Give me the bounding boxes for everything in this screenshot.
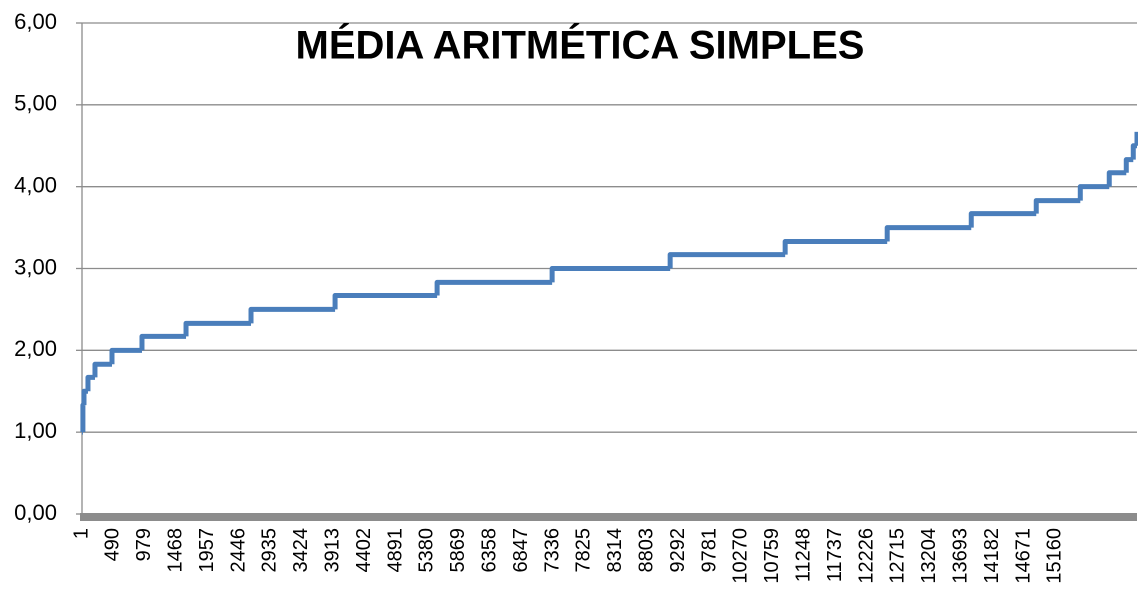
x-tick-label: 5380 [416, 528, 438, 573]
line-step [92, 361, 112, 378]
x-tick-label: 8803 [636, 528, 658, 573]
y-tick-label: 3,00 [14, 254, 57, 279]
x-tick-label: 4402 [353, 528, 375, 573]
x-tick-label: 10270 [730, 528, 752, 584]
x-tick-label: 3913 [321, 528, 343, 573]
y-tick-label: 6,00 [14, 9, 57, 34]
x-tick-label: 14182 [981, 528, 1003, 584]
line-step [434, 279, 553, 296]
x-tick-label: 979 [133, 528, 155, 561]
line-step [332, 293, 438, 310]
x-tick-label: 490 [102, 528, 124, 561]
x-tick-label: 9292 [667, 528, 689, 573]
plot-area [80, 131, 1138, 435]
line-step [884, 225, 972, 242]
line-step [667, 252, 786, 269]
x-tick-label: 11737 [824, 528, 846, 582]
y-tick-label: 4,00 [14, 172, 57, 197]
x-tick-label: 12226 [855, 528, 877, 584]
x-tick-label: 3424 [290, 528, 312, 573]
y-tick-label: 5,00 [14, 91, 57, 116]
y-tick-label: 0,00 [14, 500, 57, 525]
line-step [109, 347, 142, 365]
line-step [1033, 198, 1081, 214]
x-tick-label: 13693 [950, 528, 972, 584]
line-step [549, 266, 671, 283]
x-axis [80, 513, 1137, 521]
x-tick-label: 1957 [196, 528, 218, 573]
line-step [80, 402, 86, 433]
x-tick-label: 12715 [887, 528, 909, 584]
x-tick-label: 7825 [573, 528, 595, 573]
x-tick-label: 2935 [259, 528, 281, 573]
line-step [139, 333, 187, 351]
line-step [1077, 184, 1110, 201]
labels: 0,00 1,00 2,00 3,00 4,00 5,00 6,00 1 490 979 1468 1… [14, 9, 1066, 584]
line-step [85, 374, 95, 392]
x-tick-label: 6847 [510, 528, 532, 573]
x-tick-label: 6358 [479, 528, 501, 573]
grid [76, 22, 1137, 521]
chart-title: MÉDIA ARITMÉTICA SIMPLES [296, 23, 865, 68]
x-tick-label: 13204 [918, 528, 940, 584]
x-tick-label: 9781 [698, 528, 720, 573]
x-tick-label: 8314 [604, 528, 626, 573]
line-step [248, 306, 336, 324]
y-tick-label: 1,00 [14, 418, 57, 443]
x-tick-label: 14671 [1012, 528, 1034, 584]
line-step [968, 211, 1037, 228]
x-tick-label: 1 [70, 528, 92, 539]
x-tick-label: 15160 [1044, 528, 1066, 584]
y-tick-label: 2,00 [14, 336, 57, 361]
line-step [1123, 157, 1134, 173]
line-step [183, 320, 252, 337]
x-tick-label: 11248 [793, 528, 815, 582]
line-step [1106, 170, 1127, 187]
line-step [81, 388, 88, 406]
line-step [782, 238, 888, 255]
x-tick-label: 10759 [761, 528, 783, 584]
x-tick-label: 1468 [164, 528, 186, 573]
x-tick-label: 2446 [227, 528, 249, 573]
line-step [1130, 143, 1137, 160]
x-tick-label: 7336 [541, 528, 563, 573]
x-tick-label: 5869 [447, 528, 469, 573]
x-tick-label: 4891 [384, 528, 406, 573]
